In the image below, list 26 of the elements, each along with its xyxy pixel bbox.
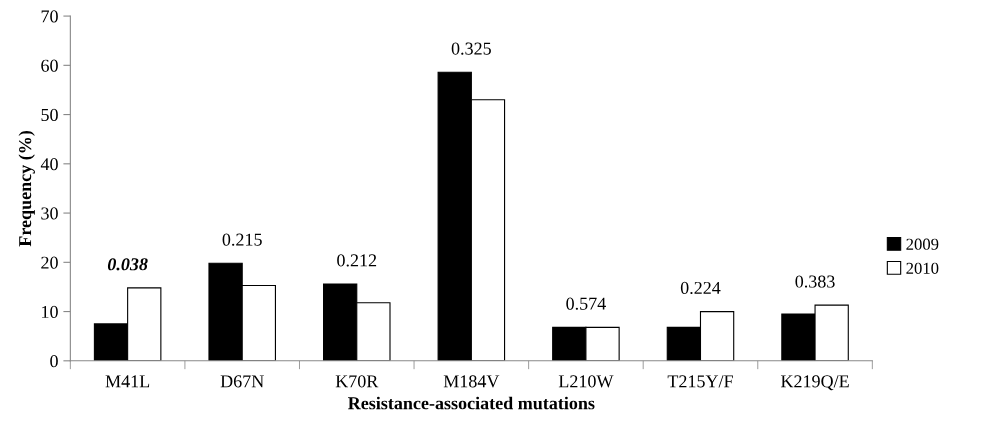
annotation: 0.325 (451, 42, 491, 55)
x-tick-label: K70R (335, 375, 379, 388)
x-tick-label: L210W (558, 375, 614, 388)
y-tick-label: 20 (41, 256, 58, 269)
y-tick-label: 0 (50, 355, 58, 368)
legend-label: 2009 (906, 238, 939, 250)
y-axis-title: Frequency (%) (18, 130, 35, 247)
annotation: 0.383 (795, 275, 835, 288)
y-tick-label: 50 (41, 108, 58, 122)
y-tick-label: 30 (41, 207, 58, 220)
y-tick-label: 40 (40, 158, 58, 171)
annotation: 0.574 (566, 297, 606, 310)
annotation: 0.212 (337, 254, 377, 267)
annotation: 0.038 (107, 258, 148, 271)
y-tick-label: 60 (41, 59, 58, 72)
x-tick-label: D67N (220, 375, 264, 388)
x-tick-label: T215Y/F (667, 375, 733, 388)
y-tick-label: 70 (41, 10, 58, 23)
x-tick-label: M184V (443, 375, 500, 388)
legend-label: 2010 (906, 262, 939, 274)
y-tick-label: 10 (42, 305, 58, 319)
x-axis-title: Resistance-associated mutations (348, 396, 595, 410)
x-tick-label: K219Q/E (780, 375, 849, 391)
annotation: 0.215 (222, 233, 262, 246)
annotation: 0.224 (680, 281, 721, 295)
x-tick-label: M41L (105, 375, 150, 388)
